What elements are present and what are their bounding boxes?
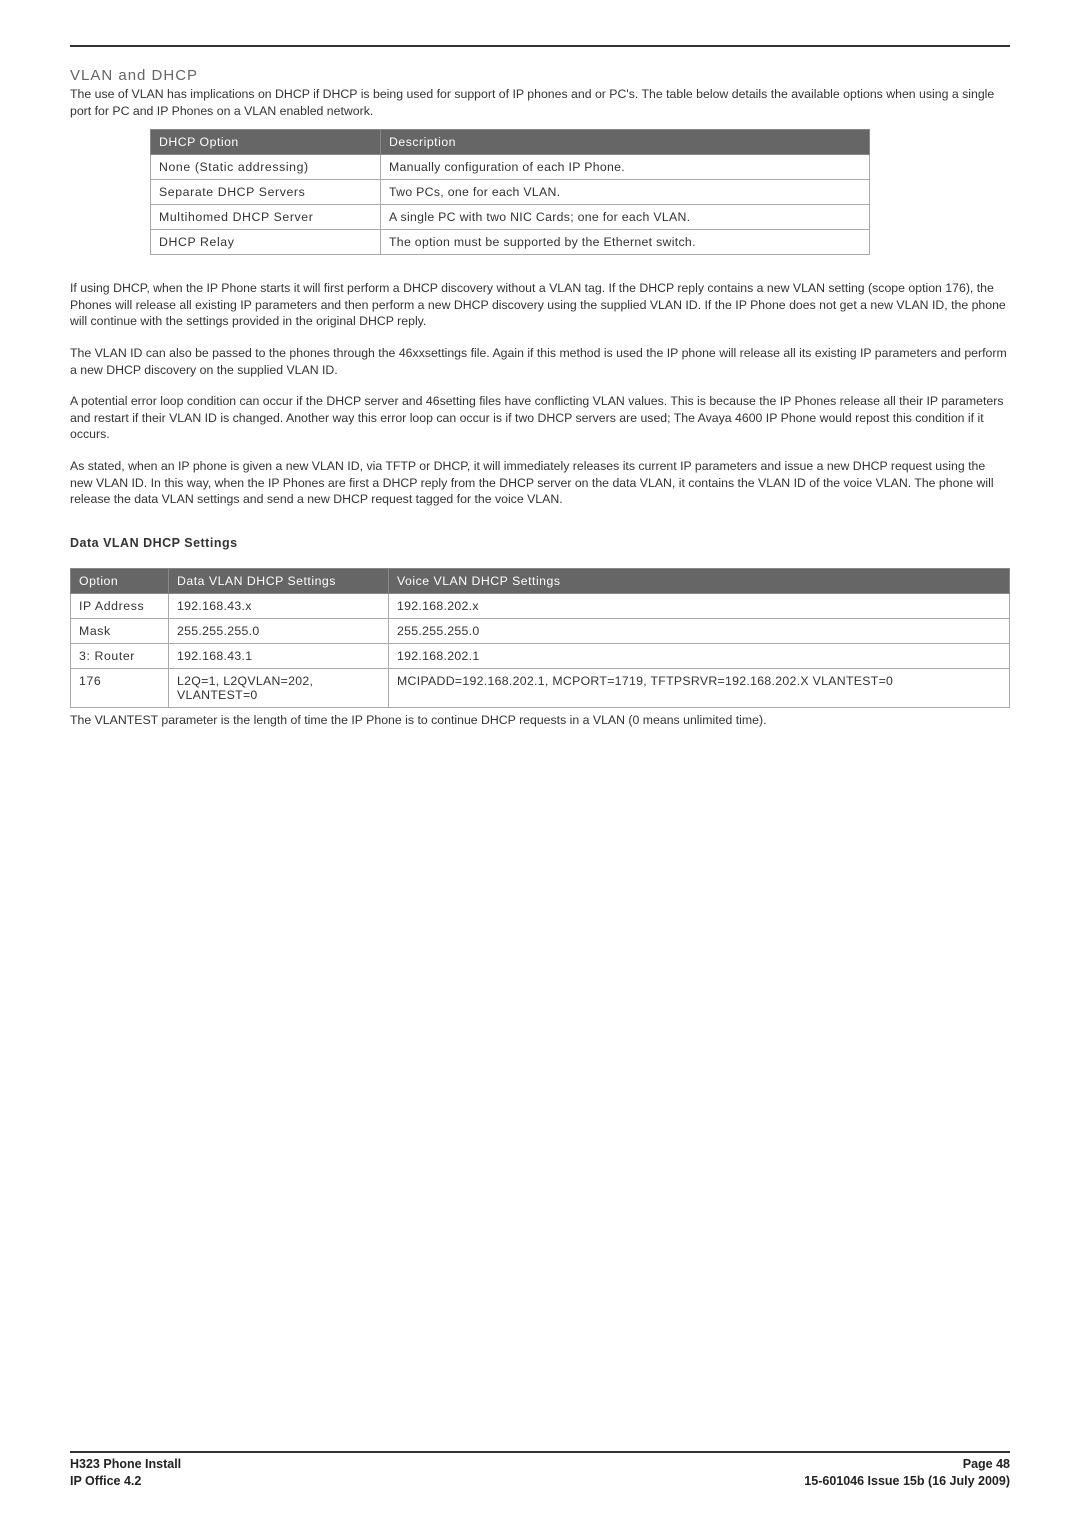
- t2-r3c0: 176: [71, 668, 169, 707]
- paragraph-4: As stated, when an IP phone is given a n…: [70, 458, 1010, 508]
- table-row: Mask 255.255.255.0 255.255.255.0: [71, 618, 1010, 643]
- t2-r2c0: 3: Router: [71, 643, 169, 668]
- footer-right-1: Page 48: [804, 1456, 1010, 1473]
- intro-paragraph: The use of VLAN has implications on DHCP…: [70, 86, 1010, 119]
- t1-r2c0: Multihomed DHCP Server: [151, 205, 381, 230]
- paragraph-1: If using DHCP, when the IP Phone starts …: [70, 280, 1010, 330]
- footer-left-2: IP Office 4.2: [70, 1473, 181, 1490]
- table-row: DHCP Relay The option must be supported …: [151, 230, 870, 255]
- t2-r2c1: 192.168.43.1: [169, 643, 389, 668]
- footer-right-2: 15-601046 Issue 15b (16 July 2009): [804, 1473, 1010, 1490]
- t1-r1c0: Separate DHCP Servers: [151, 180, 381, 205]
- t2-header-2: Voice VLAN DHCP Settings: [389, 568, 1010, 593]
- t2-r3c2: MCIPADD=192.168.202.1, MCPORT=1719, TFTP…: [389, 668, 1010, 707]
- t2-r0c2: 192.168.202.x: [389, 593, 1010, 618]
- footer-left-1: H323 Phone Install: [70, 1456, 181, 1473]
- t1-header-0: DHCP Option: [151, 130, 381, 155]
- t1-r3c0: DHCP Relay: [151, 230, 381, 255]
- footer-rule: [70, 1451, 1010, 1453]
- table-row: None (Static addressing) Manually config…: [151, 155, 870, 180]
- subheading: Data VLAN DHCP Settings: [70, 536, 1010, 550]
- t1-r1c1: Two PCs, one for each VLAN.: [381, 180, 870, 205]
- t1-r2c1: A single PC with two NIC Cards; one for …: [381, 205, 870, 230]
- paragraph-2: The VLAN ID can also be passed to the ph…: [70, 345, 1010, 378]
- t2-r1c1: 255.255.255.0: [169, 618, 389, 643]
- t2-r3c1: L2Q=1, L2QVLAN=202, VLANTEST=0: [169, 668, 389, 707]
- top-rule: [70, 45, 1010, 47]
- paragraph-5: The VLANTEST parameter is the length of …: [70, 712, 1010, 729]
- t1-r3c1: The option must be supported by the Ethe…: [381, 230, 870, 255]
- t2-r0c1: 192.168.43.x: [169, 593, 389, 618]
- table-row: Multihomed DHCP Server A single PC with …: [151, 205, 870, 230]
- table-row: 176 L2Q=1, L2QVLAN=202, VLANTEST=0 MCIPA…: [71, 668, 1010, 707]
- t2-header-1: Data VLAN DHCP Settings: [169, 568, 389, 593]
- t2-r2c2: 192.168.202.1: [389, 643, 1010, 668]
- section-title: VLAN and DHCP: [70, 67, 1010, 84]
- t1-r0c0: None (Static addressing): [151, 155, 381, 180]
- table-row: IP Address 192.168.43.x 192.168.202.x: [71, 593, 1010, 618]
- t2-r0c0: IP Address: [71, 593, 169, 618]
- t2-header-0: Option: [71, 568, 169, 593]
- vlan-dhcp-settings-table: Option Data VLAN DHCP Settings Voice VLA…: [70, 568, 1010, 708]
- dhcp-options-table: DHCP Option Description None (Static add…: [150, 129, 870, 255]
- table-row: Separate DHCP Servers Two PCs, one for e…: [151, 180, 870, 205]
- t1-r0c1: Manually configuration of each IP Phone.: [381, 155, 870, 180]
- paragraph-3: A potential error loop condition can occ…: [70, 393, 1010, 443]
- t2-r1c0: Mask: [71, 618, 169, 643]
- page-footer: H323 Phone Install IP Office 4.2 Page 48…: [70, 1451, 1010, 1490]
- t1-header-1: Description: [381, 130, 870, 155]
- t2-r1c2: 255.255.255.0: [389, 618, 1010, 643]
- table-row: 3: Router 192.168.43.1 192.168.202.1: [71, 643, 1010, 668]
